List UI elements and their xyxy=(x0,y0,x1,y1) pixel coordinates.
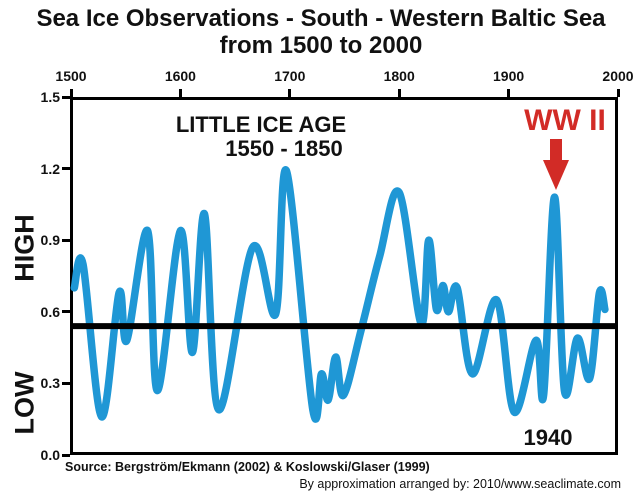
x-tick-label: 2000 xyxy=(602,68,634,84)
x-tick-label: 1800 xyxy=(383,68,415,84)
x-tick-label: 1500 xyxy=(55,68,87,84)
plot-border xyxy=(70,97,618,455)
x-tick-mark xyxy=(288,89,292,97)
y-tick-label: 0.0 xyxy=(40,447,60,463)
little-ice-age-range-label: 1550 - 1850 xyxy=(225,136,343,161)
source-text: Source: Bergström/Ekmann (2002) & Koslow… xyxy=(65,460,430,474)
y-tick-label: 0.3 xyxy=(40,375,60,392)
attribution-text: By approximation arranged by: 2010/www.s… xyxy=(299,477,621,491)
x-tick-label: 1700 xyxy=(274,68,306,84)
y-tick-mark xyxy=(62,167,70,171)
high-axis-label: HIGH xyxy=(9,214,40,282)
y-tick-mark xyxy=(62,238,70,242)
y-tick-label: 0.6 xyxy=(40,303,60,320)
y-tick-mark xyxy=(62,453,70,457)
x-tick-label: 1900 xyxy=(493,68,525,84)
y-tick-label: 1.2 xyxy=(40,160,60,177)
x-tick-mark xyxy=(507,89,511,97)
x-tick-mark xyxy=(397,89,401,97)
low-axis-label: LOW xyxy=(9,371,40,435)
chart-title-line2: from 1500 to 2000 xyxy=(219,32,423,59)
x-tick-label: 1600 xyxy=(164,68,196,84)
y-tick-mark xyxy=(62,381,70,385)
y-tick-label: 1.5 xyxy=(40,89,60,105)
x-tick-mark xyxy=(616,89,620,97)
sea-ice-line-series xyxy=(70,166,609,423)
x-tick-mark xyxy=(178,89,182,97)
little-ice-age-label: LITTLE ICE AGE xyxy=(175,112,347,137)
y-tick-mark xyxy=(62,95,70,99)
x-tick-mark xyxy=(69,89,73,97)
ww2-label: WW II xyxy=(524,104,606,137)
y-tick-label: 0.9 xyxy=(40,232,60,249)
chart-title-line1: Sea Ice Observations - South - Western B… xyxy=(36,5,606,32)
year-1940-label: 1940 xyxy=(523,425,573,450)
y-tick-mark xyxy=(62,310,70,314)
ww2-arrow-down-icon xyxy=(543,139,569,190)
